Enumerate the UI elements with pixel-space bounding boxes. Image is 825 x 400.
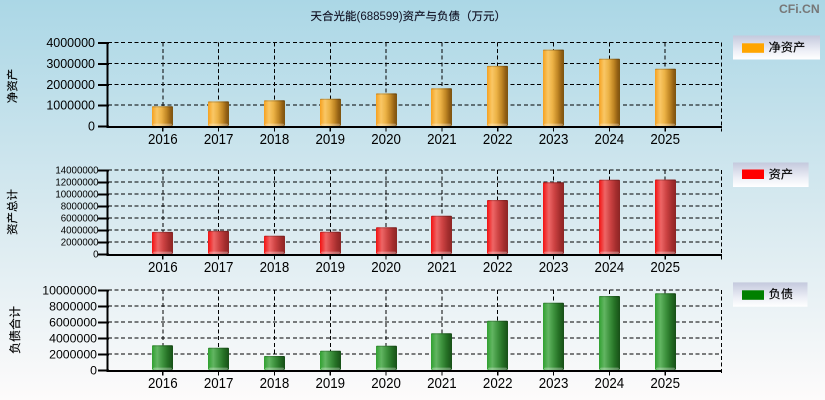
svg-text:2018: 2018: [260, 376, 290, 392]
svg-text:2020: 2020: [371, 376, 401, 392]
svg-text:6000000: 6000000: [49, 315, 97, 329]
svg-text:10000000: 10000000: [55, 189, 99, 200]
svg-text:2024: 2024: [595, 376, 625, 392]
svg-text:1000000: 1000000: [46, 99, 95, 113]
svg-text:14000000: 14000000: [55, 165, 99, 176]
svg-text:2023: 2023: [539, 132, 569, 148]
svg-text:2020: 2020: [371, 132, 401, 148]
svg-text:0: 0: [88, 120, 95, 134]
svg-text:8000000: 8000000: [49, 299, 97, 313]
svg-text:2000000: 2000000: [46, 78, 95, 92]
svg-text:CFi.CN: CFi.CN: [779, 2, 820, 16]
svg-text:2017: 2017: [204, 376, 234, 392]
svg-text:0: 0: [93, 249, 99, 260]
svg-text:2000000: 2000000: [49, 347, 97, 361]
svg-text:2017: 2017: [204, 260, 234, 276]
svg-text:4000000: 4000000: [46, 36, 95, 50]
svg-text:2022: 2022: [483, 260, 513, 276]
svg-text:2023: 2023: [539, 376, 569, 392]
svg-text:2019: 2019: [315, 132, 345, 148]
svg-text:2021: 2021: [427, 260, 457, 276]
svg-text:2025: 2025: [650, 260, 680, 276]
svg-text:2024: 2024: [595, 260, 625, 276]
svg-text:2019: 2019: [315, 376, 345, 392]
svg-text:12000000: 12000000: [55, 177, 99, 188]
svg-text:4000000: 4000000: [61, 225, 99, 236]
svg-text:2018: 2018: [260, 260, 290, 276]
svg-text:2025: 2025: [650, 376, 680, 392]
svg-text:2022: 2022: [483, 132, 513, 148]
svg-text:10000000: 10000000: [42, 283, 97, 297]
svg-text:2018: 2018: [260, 132, 290, 148]
svg-text:2021: 2021: [427, 132, 457, 148]
svg-text:8000000: 8000000: [61, 201, 99, 212]
svg-text:4000000: 4000000: [49, 331, 97, 345]
svg-text:0: 0: [90, 363, 97, 377]
svg-text:2019: 2019: [315, 260, 345, 276]
svg-text:2017: 2017: [204, 132, 234, 148]
svg-text:2022: 2022: [483, 376, 513, 392]
svg-text:2023: 2023: [539, 260, 569, 276]
svg-text:2016: 2016: [148, 376, 178, 392]
svg-text:2024: 2024: [595, 132, 625, 148]
svg-text:2025: 2025: [650, 132, 680, 148]
svg-text:6000000: 6000000: [61, 213, 99, 224]
svg-text:2021: 2021: [427, 376, 457, 392]
svg-text:2020: 2020: [371, 260, 401, 276]
svg-text:2000000: 2000000: [61, 237, 99, 248]
svg-text:2016: 2016: [148, 132, 178, 148]
svg-text:3000000: 3000000: [46, 57, 95, 71]
svg-text:(688599): (688599): [357, 11, 403, 23]
svg-text:2016: 2016: [148, 260, 178, 276]
